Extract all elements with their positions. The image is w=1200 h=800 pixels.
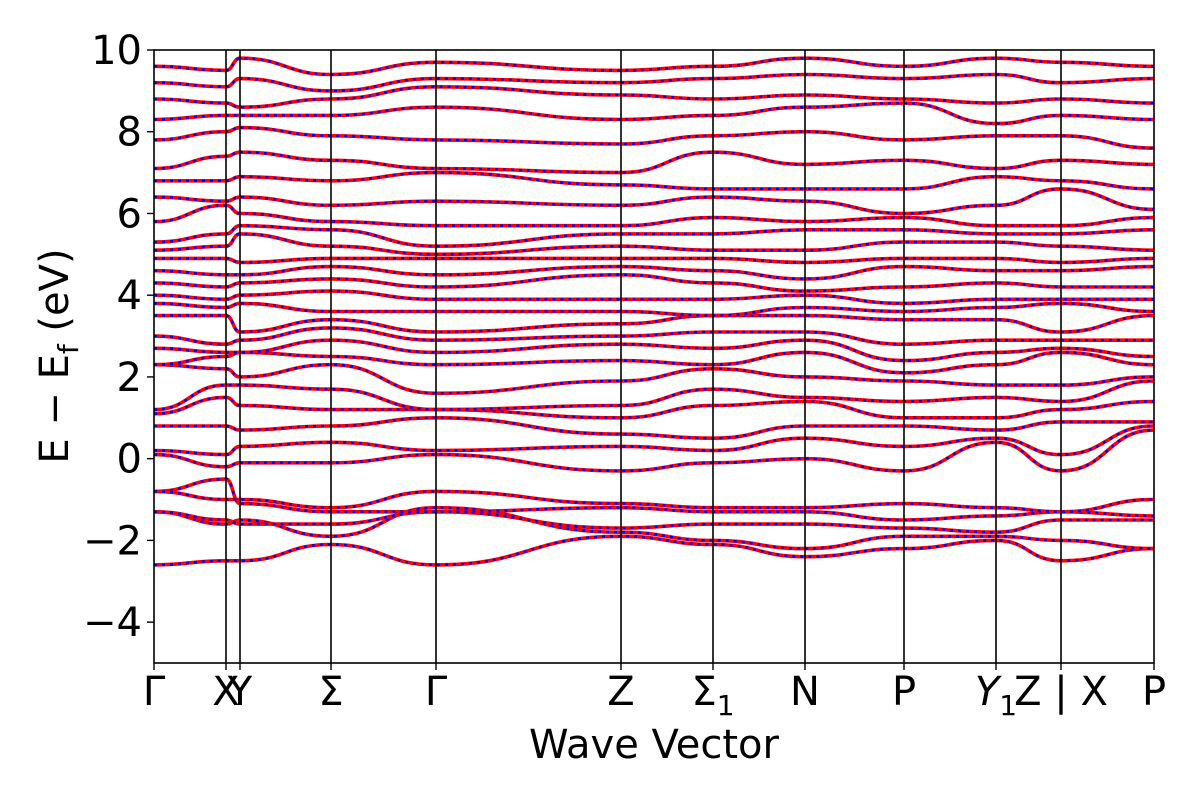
band-line-spin-down (154, 101, 1154, 125)
x-tick-label: Σ (318, 669, 343, 715)
y-tick-label: 10 (91, 28, 142, 74)
band-line-spin-up (154, 56, 1154, 77)
y-axis-label-subscript: f (52, 343, 85, 354)
band-line-spin-down (154, 302, 1154, 317)
y-tick-label: 0 (117, 437, 142, 483)
band-line-spin-down (154, 490, 1154, 514)
band-line-spin-down (154, 428, 1154, 473)
x-tick-label: Z | X (1014, 669, 1108, 715)
band-line-spin-up (154, 170, 1154, 191)
bands-layer (154, 56, 1154, 567)
y-axis-label-unit: (eV) (32, 248, 78, 344)
band-line-spin-up (154, 272, 1154, 293)
band-line-spin-down (154, 477, 1154, 522)
band-line-spin-down (154, 273, 1154, 293)
band-line-spin-down (154, 326, 1154, 346)
x-tick-label: P (1142, 669, 1166, 715)
x-tick-label: Γ (425, 669, 448, 715)
band-line-spin-up (154, 415, 1154, 441)
x-tick-label: N (790, 669, 820, 715)
y-tick-label: 2 (117, 355, 142, 401)
x-tick-label: Z (607, 669, 634, 715)
band-line-spin-down (154, 396, 1154, 420)
y-tick-label: −4 (83, 600, 142, 646)
x-tick-label: Σ1 (691, 669, 734, 722)
band-line-spin-down (154, 73, 1154, 93)
band-line-spin-down (154, 510, 1154, 534)
band-line-spin-up (154, 424, 1154, 457)
y-tick-label: 6 (117, 191, 142, 237)
x-tick-label: Γ (143, 669, 166, 715)
band-line-spin-down (154, 187, 1154, 215)
y-axis-ticks: −4 −2 0 2 4 6 8 10 (83, 28, 154, 646)
x-tick-label: Y (227, 669, 253, 715)
band-line-spin-up (154, 187, 1154, 216)
band-line-spin-up (154, 350, 1154, 375)
y-tick-label: 4 (117, 273, 142, 319)
band-line-spin-up (154, 301, 1154, 318)
band-line-spin-down (154, 171, 1154, 191)
band-line-spin-down (154, 314, 1154, 334)
y-axis-label-main: E − E (32, 354, 78, 464)
band-line-spin-up (154, 289, 1154, 306)
band-line-spin-down (154, 416, 1154, 440)
x-axis-label: Wave Vector (529, 722, 780, 768)
kpoint-lines (225, 50, 1062, 663)
x-tick-label: P (892, 669, 916, 715)
band-line-spin-up (154, 125, 1154, 150)
band-line-spin-down (154, 363, 1154, 395)
band-line-spin-up (154, 477, 1154, 522)
y-tick-label: −2 (83, 518, 142, 564)
band-line-spin-down (154, 203, 1154, 228)
band-line-spin-down (154, 126, 1154, 150)
x-tick-label: Y1 (975, 669, 1017, 722)
band-line-spin-up (154, 101, 1154, 126)
y-axis-label: E − Ef (eV) (32, 248, 85, 463)
band-line-spin-up (154, 232, 1154, 257)
band-line-spin-up (154, 534, 1154, 567)
y-tick-label: 8 (117, 110, 142, 156)
x-tick-label: X (212, 669, 239, 715)
plot-frame (153, 49, 1155, 664)
band-line-spin-down (154, 257, 1154, 264)
